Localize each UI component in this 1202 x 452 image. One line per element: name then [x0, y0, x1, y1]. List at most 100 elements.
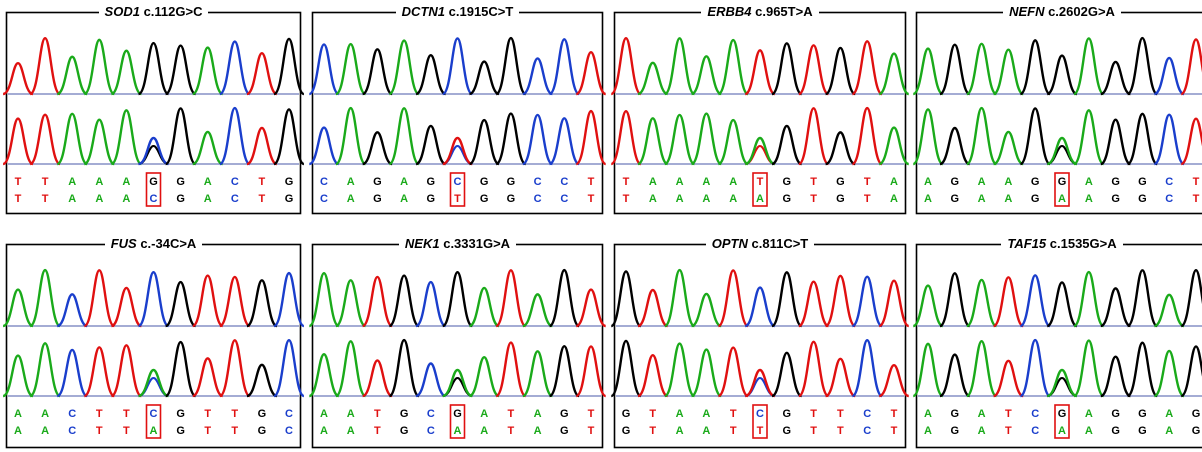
mutant-peak-G: [273, 108, 305, 166]
mutant-base-call: C: [427, 425, 435, 437]
wildtype-base-call: A: [729, 176, 737, 188]
wildtype-base-call: G: [1138, 408, 1147, 420]
variant-label: c.965T>A: [755, 4, 813, 19]
mutant-base-call: A: [68, 193, 76, 205]
mutant-base-call: A: [41, 425, 49, 437]
wildtype-peak-C: [744, 286, 776, 328]
variant-label: c.112G>C: [143, 4, 203, 19]
wildtype-peak-C: [273, 271, 305, 328]
mutant-peak-T: [29, 113, 62, 166]
wildtype-peak-G: [468, 60, 500, 96]
gene-name: ERBB4: [707, 4, 752, 19]
mutant-peak-A: [1046, 368, 1078, 398]
wildtype-peak-G: [137, 41, 170, 96]
gene-name: FUS: [110, 236, 137, 251]
wildtype-base-call: A: [320, 408, 328, 420]
mutant-peak-A: [1046, 136, 1078, 166]
chromatogram: A A C T T C G T T G CA A C T T A G T T G C: [2, 243, 306, 449]
wildtype-base-call: A: [676, 176, 684, 188]
variant-highlight-box: [1054, 404, 1070, 439]
mutant-peak-G: [415, 124, 447, 166]
wildtype-peak-T: [2, 61, 34, 96]
variant-highlight-box: [752, 172, 768, 207]
wildtype-base-call: T: [837, 408, 844, 420]
wildtype-base-call: T: [623, 176, 630, 188]
wildtype-peak-T: [83, 269, 116, 328]
wildtype-peak-A: [308, 271, 340, 328]
mutant-peak-G: [1100, 118, 1132, 166]
mutant-peak-A: [690, 348, 722, 398]
mutant-base-call: A: [95, 193, 103, 205]
wildtype-base-call: G: [149, 176, 158, 188]
mutant-peak-A: [690, 112, 723, 166]
mutant-base-call: A: [676, 425, 684, 437]
mutant-peak-G: [1100, 355, 1131, 398]
wildtype-peak-C: [1019, 274, 1052, 328]
wildtype-base-call: A: [480, 408, 488, 420]
mutant-peak-C: [415, 362, 447, 398]
wildtype-peak-A: [110, 49, 142, 96]
wildtype-base-call: A: [890, 176, 898, 188]
wildtype-base-call: A: [978, 408, 986, 420]
variant-highlight-box: [145, 172, 162, 207]
mutant-base-call: A: [924, 425, 932, 437]
variant-highlight-box: [145, 404, 162, 439]
mutant-peak-G: [495, 112, 527, 166]
gene-name: NEFN: [1009, 4, 1045, 19]
mutant-peak-A: [334, 106, 367, 166]
mutant-base-call: A: [534, 425, 542, 437]
wildtype-peak-T: [575, 288, 607, 328]
mutant-base-call: T: [864, 193, 871, 205]
mutant-peak-G: [165, 340, 197, 398]
mutant-peak-T: [442, 136, 473, 166]
wildtype-base-call: C: [231, 176, 239, 188]
wildtype-peak-C: [219, 40, 251, 96]
wildtype-base-call: T: [231, 408, 238, 420]
wildtype-base-call: T: [1193, 176, 1200, 188]
wildtype-base-call: G: [783, 408, 792, 420]
mutant-base-call: C: [320, 193, 328, 205]
wildtype-peak-A: [56, 55, 88, 96]
wildtype-peak-A: [965, 42, 998, 96]
wildtype-peak-G: [1046, 281, 1078, 328]
mutant-peak-A: [663, 113, 696, 166]
wildtype-peak-G: [938, 43, 971, 96]
mutant-base-call: G: [1192, 425, 1201, 437]
mutant-base-call: C: [863, 425, 871, 437]
wildtype-base-call: A: [347, 176, 355, 188]
mutant-peak-T: [717, 346, 750, 398]
wildtype-peak-T: [610, 36, 642, 96]
mutant-base-call: G: [480, 193, 489, 205]
wildtype-base-call: G: [427, 176, 436, 188]
mutant-base-call: G: [1138, 425, 1147, 437]
wildtype-base-call: C: [560, 176, 568, 188]
mutant-base-call: A: [150, 425, 158, 437]
mutant-base-call: A: [347, 425, 355, 437]
mutant-base-call: G: [1138, 193, 1147, 205]
wildtype-base-call: A: [1085, 176, 1093, 188]
wildtype-base-call: A: [1165, 408, 1173, 420]
wildtype-peak-A: [522, 293, 553, 328]
wildtype-peak-G: [388, 274, 420, 328]
wildtype-peak-T: [218, 275, 251, 328]
mutant-base-call: T: [374, 425, 381, 437]
chromatogram: T T A A A G G A C T GT T A A A C G A C T G: [2, 11, 306, 215]
mutant-base-call: T: [810, 425, 817, 437]
variant-highlight-box: [449, 404, 466, 439]
mutant-base-call: G: [783, 425, 792, 437]
wildtype-base-call: T: [810, 408, 817, 420]
chromatogram: G T A A T C G T T C TG T A A T T G T T C T: [610, 243, 910, 449]
wildtype-peak-C: [1153, 56, 1185, 96]
variant-label: c.2602G>A: [1048, 4, 1115, 19]
gene-name: NEK1: [404, 236, 440, 251]
mutant-peak-C: [851, 339, 884, 398]
mutant-base-call: C: [534, 193, 542, 205]
mutant-base-call: T: [454, 193, 461, 205]
wildtype-peak-A: [912, 47, 944, 96]
mutant-peak-A: [744, 136, 776, 166]
wildtype-base-call: G: [176, 408, 185, 420]
wildtype-base-call: G: [783, 176, 792, 188]
wildtype-base-call: G: [1058, 176, 1067, 188]
mutant-base-call: A: [1058, 193, 1066, 205]
mutant-base-call: G: [285, 193, 294, 205]
